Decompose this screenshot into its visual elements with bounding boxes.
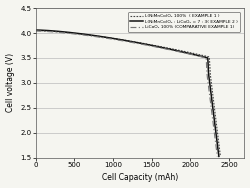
Line: LiCoO₂ 100% (COMPARATIVE EXAMPLE 1): LiCoO₂ 100% (COMPARATIVE EXAMPLE 1) (36, 31, 217, 156)
L(NiMnCo)O₂ : LiCoO₂ = 7 : 3( EXAMPLE 2 ): (1.29e+03, 3.81): LiCoO₂ = 7 : 3( EXAMPLE 2 ): (1.29e+03, … (134, 41, 137, 43)
Y-axis label: Cell voltage (V): Cell voltage (V) (6, 53, 15, 112)
L(NiMnCo)O₂ : LiCoO₂ = 7 : 3( EXAMPLE 2 ): (1.68e+03, 3.69): LiCoO₂ = 7 : 3( EXAMPLE 2 ): (1.68e+03, … (164, 47, 167, 49)
LiCoO₂ 100% (COMPARATIVE EXAMPLE 1) (184, 52, 186, 54)
L(NiMnCo)O₂ : LiCoO₂ = 7 : 3( EXAMPLE 2 ): (146, 4.05): LiCoO₂ = 7 : 3( EXAMPLE 2 ): (146, 4.05) (45, 29, 48, 32)
L(NiMnCo)O₂ 100%  ( EXAMPLE 1 ) (166, 47, 168, 49)
Line: L(NiMnCo)O₂ : LiCoO₂ = 7 : 3( EXAMPLE 2 ): L(NiMnCo)O₂ : LiCoO₂ = 7 : 3( EXAMPLE 2 … (36, 30, 219, 156)
L(NiMnCo)O₂ 100%  ( EXAMPLE 1 ) (160, 46, 164, 48)
L(NiMnCo)O₂ 100%  ( EXAMPLE 1 ) (219, 155, 222, 158)
LiCoO₂ 100% (COMPARATIVE EXAMPLE 1) (158, 47, 161, 49)
L(NiMnCo)O₂ : LiCoO₂ = 7 : 3( EXAMPLE 2 ): (2.37e+03, 1.53): LiCoO₂ = 7 : 3( EXAMPLE 2 ): (2.37e+03, … (217, 155, 220, 158)
L(NiMnCo)O₂ : LiCoO₂ = 7 : 3( EXAMPLE 2 ): (0, 4.06): LiCoO₂ = 7 : 3( EXAMPLE 2 ): (0, 4.06) (34, 29, 37, 31)
LiCoO₂ 100% (COMPARATIVE EXAMPLE 1) (163, 48, 166, 50)
LiCoO₂ 100% (COMPARATIVE EXAMPLE 1) (133, 42, 136, 44)
LiCoO₂ 100% (COMPARATIVE EXAMPLE 1) (126, 41, 130, 43)
L(NiMnCo)O₂ 100%  ( EXAMPLE 1 ) (34, 29, 37, 32)
LiCoO₂ 100% (COMPARATIVE EXAMPLE 1) (216, 155, 219, 158)
L(NiMnCo)O₂ 100%  ( EXAMPLE 1 ) (135, 41, 138, 43)
Line: L(NiMnCo)O₂ 100%  ( EXAMPLE 1 ): L(NiMnCo)O₂ 100% ( EXAMPLE 1 ) (36, 30, 220, 156)
L(NiMnCo)O₂ 100%  ( EXAMPLE 1 ) (46, 30, 48, 32)
Legend: L(NiMnCo)O₂ 100%  ( EXAMPLE 1 ), L(NiMnCo)O₂ : LiCoO₂ = 7 : 3( EXAMPLE 2 ), LiCo: L(NiMnCo)O₂ 100% ( EXAMPLE 1 ), L(NiMnCo… (128, 12, 240, 32)
L(NiMnCo)O₂ 100%  ( EXAMPLE 1 ) (186, 51, 189, 53)
L(NiMnCo)O₂ : LiCoO₂ = 7 : 3( EXAMPLE 2 ): (1.62e+03, 3.71): LiCoO₂ = 7 : 3( EXAMPLE 2 ): (1.62e+03, … (160, 46, 162, 49)
LiCoO₂ 100% (COMPARATIVE EXAMPLE 1) (34, 30, 37, 32)
L(NiMnCo)O₂ : LiCoO₂ = 7 : 3( EXAMPLE 2 ): (1.95e+03, 3.6): LiCoO₂ = 7 : 3( EXAMPLE 2 ): (1.95e+03, … (185, 52, 188, 54)
LiCoO₂ 100% (COMPARATIVE EXAMPLE 1) (45, 30, 48, 33)
L(NiMnCo)O₂ : LiCoO₂ = 7 : 3( EXAMPLE 2 ): (1.2e+03, 3.84): LiCoO₂ = 7 : 3( EXAMPLE 2 ): (1.2e+03, 3… (127, 40, 130, 42)
X-axis label: Cell Capacity (mAh): Cell Capacity (mAh) (102, 174, 178, 182)
L(NiMnCo)O₂ 100%  ( EXAMPLE 1 ) (128, 40, 131, 42)
